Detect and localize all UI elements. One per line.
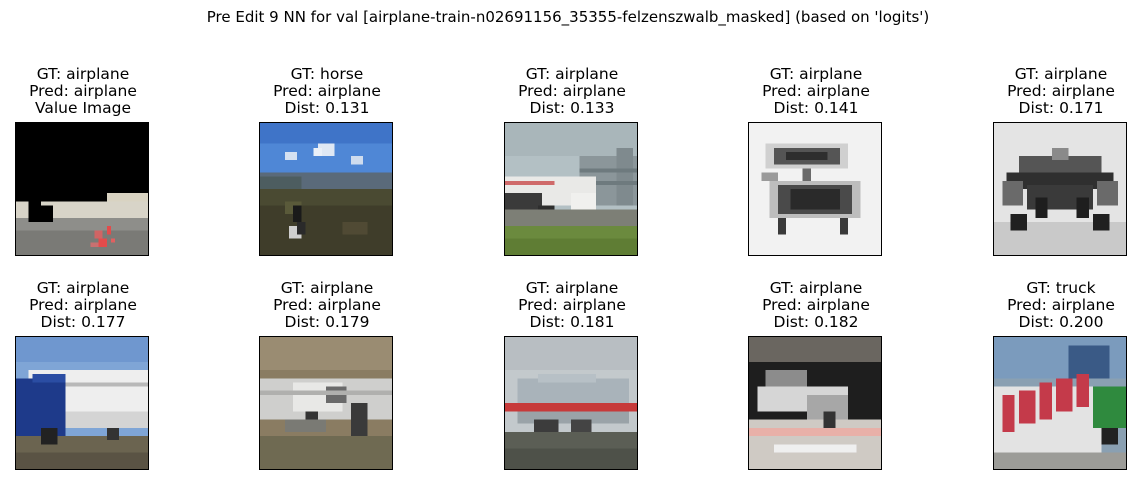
pred-label: Pred: airplane	[29, 296, 137, 314]
pred-label: Pred: airplane	[518, 82, 626, 100]
thumbnail-image	[993, 336, 1127, 470]
thumbnail-image	[504, 122, 638, 256]
gt-label: GT: airplane	[1014, 65, 1108, 83]
pred-label: Pred: airplane	[518, 296, 626, 314]
panel-neighbor-4: GT: airplane Pred: airplane Dist: 0.171	[966, 66, 1136, 256]
panel-value-image: GT: airplane Pred: airplane Value Image	[0, 66, 178, 256]
thumbnail-image	[15, 336, 149, 470]
panel-neighbor-8: GT: airplane Pred: airplane Dist: 0.182	[721, 280, 911, 470]
gt-label: GT: truck	[1026, 279, 1096, 297]
panel-caption: GT: airplane Pred: airplane Dist: 0.181	[477, 280, 667, 331]
info-label: Dist: 0.133	[529, 99, 615, 117]
panel-caption: GT: airplane Pred: airplane Dist: 0.179	[232, 280, 422, 331]
panel-neighbor-7: GT: airplane Pred: airplane Dist: 0.181	[477, 280, 667, 470]
panel-caption: GT: airplane Pred: airplane Dist: 0.141	[721, 66, 911, 117]
info-label: Dist: 0.179	[284, 313, 370, 331]
figure-title: Pre Edit 9 NN for val [airplane-train-n0…	[206, 8, 930, 26]
panel-caption: GT: horse Pred: airplane Dist: 0.131	[232, 66, 422, 117]
info-label: Dist: 0.171	[1018, 99, 1104, 117]
info-label: Dist: 0.177	[40, 313, 126, 331]
panel-neighbor-2: GT: airplane Pred: airplane Dist: 0.133	[477, 66, 667, 256]
panel-caption: GT: airplane Pred: airplane Dist: 0.182	[721, 280, 911, 331]
gt-label: GT: airplane	[280, 279, 374, 297]
pred-label: Pred: airplane	[762, 82, 870, 100]
pred-label: Pred: airplane	[273, 82, 381, 100]
panel-neighbor-9: GT: truck Pred: airplane Dist: 0.200	[966, 280, 1136, 470]
info-label: Value Image	[34, 99, 132, 117]
gt-label: GT: airplane	[36, 65, 130, 83]
pred-label: Pred: airplane	[762, 296, 870, 314]
pred-label: Pred: airplane	[1007, 296, 1115, 314]
panel-caption: GT: airplane Pred: airplane Value Image	[0, 66, 178, 117]
gt-label: GT: horse	[290, 65, 364, 83]
gt-label: GT: airplane	[525, 279, 619, 297]
pred-label: Pred: airplane	[1007, 82, 1115, 100]
thumbnail-image	[15, 122, 149, 256]
info-label: Dist: 0.141	[773, 99, 859, 117]
thumbnail-image	[259, 122, 393, 256]
panel-caption: GT: airplane Pred: airplane Dist: 0.133	[477, 66, 667, 117]
gt-label: GT: airplane	[769, 279, 863, 297]
pred-label: Pred: airplane	[29, 82, 137, 100]
info-label: Dist: 0.182	[773, 313, 859, 331]
info-label: Dist: 0.181	[529, 313, 615, 331]
info-label: Dist: 0.131	[284, 99, 370, 117]
thumbnail-image	[748, 122, 882, 256]
thumbnail-image	[993, 122, 1127, 256]
panel-neighbor-6: GT: airplane Pred: airplane Dist: 0.179	[232, 280, 422, 470]
panel-neighbor-3: GT: airplane Pred: airplane Dist: 0.141	[721, 66, 911, 256]
gt-label: GT: airplane	[769, 65, 863, 83]
thumbnail-image	[748, 336, 882, 470]
thumbnail-image	[259, 336, 393, 470]
gt-label: GT: airplane	[36, 279, 130, 297]
panel-neighbor-1: GT: horse Pred: airplane Dist: 0.131	[232, 66, 422, 256]
panel-caption: GT: truck Pred: airplane Dist: 0.200	[966, 280, 1136, 331]
panel-caption: GT: airplane Pred: airplane Dist: 0.177	[0, 280, 178, 331]
panel-caption: GT: airplane Pred: airplane Dist: 0.171	[966, 66, 1136, 117]
info-label: Dist: 0.200	[1018, 313, 1104, 331]
panel-neighbor-5: GT: airplane Pred: airplane Dist: 0.177	[0, 280, 178, 470]
gt-label: GT: airplane	[525, 65, 619, 83]
pred-label: Pred: airplane	[273, 296, 381, 314]
thumbnail-image	[504, 336, 638, 470]
